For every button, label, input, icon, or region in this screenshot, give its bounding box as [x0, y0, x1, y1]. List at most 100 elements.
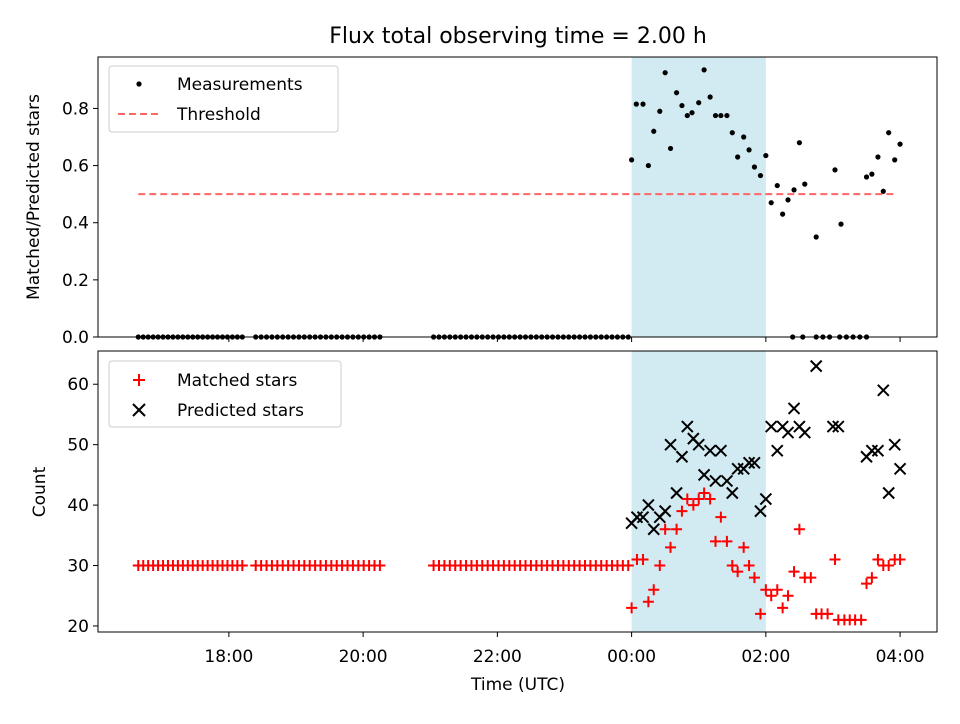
predicted-star-point: [664, 438, 677, 451]
chart-title: Flux total observing time = 2.00 h: [329, 24, 707, 49]
measurement-point: [875, 154, 881, 160]
matched-star-point: [637, 553, 649, 565]
bottom-y-tick-label: 40: [67, 496, 89, 516]
measurement-point: [746, 147, 752, 153]
measurement-point: [651, 128, 657, 134]
predicted-star-point: [714, 444, 728, 457]
matched-star-point: [715, 511, 727, 523]
matched-star-point: [777, 602, 789, 614]
top-highlight-span: [631, 57, 766, 337]
measurement-point: [729, 130, 735, 136]
predicted-star-point: [709, 474, 722, 488]
predicted-star-point: [636, 510, 650, 524]
measurement-point: [813, 234, 819, 240]
x-tick-label: 02:00: [741, 647, 790, 667]
predicted-star-point: [754, 504, 767, 518]
predicted-star-point: [697, 468, 711, 482]
bottom-y-tick-label: 60: [67, 375, 89, 395]
matched-star-point: [822, 608, 834, 620]
predicted-star-point: [765, 420, 778, 433]
matched-star-point: [743, 560, 755, 572]
measurement-point: [718, 112, 724, 119]
matched-star-point: [760, 584, 772, 596]
matched-star-point: [805, 572, 817, 584]
bottom-panel: 20 30 40 50 60 18:00 20:00 22:00 00:00 02:00 04:0…: [30, 350, 938, 695]
measurement-point: [768, 200, 774, 206]
predicted-legend-label: Predicted stars: [177, 401, 304, 421]
predicted-star-point: [742, 456, 756, 470]
predicted-star-point: [871, 444, 885, 457]
measurement-point: [640, 101, 646, 107]
top-legend: Measurements Threshold: [108, 65, 339, 133]
matched-star-point: [710, 535, 722, 547]
matched-star-point: [872, 553, 884, 565]
measurement-point: [701, 67, 707, 73]
measurement-point: [696, 100, 702, 106]
top-panel: 0.00.20.40.60.8 Matched/Predicted stars …: [24, 56, 938, 348]
predicted-star-point: [888, 438, 901, 451]
measurement-point: [886, 130, 892, 136]
measurement-point: [751, 164, 758, 170]
predicted-star-point: [832, 420, 845, 433]
matched-star-point: [654, 560, 666, 572]
x-tick-label: 20:00: [339, 647, 388, 667]
predicted-star-point: [882, 486, 895, 500]
matched-star-point: [704, 493, 716, 505]
top-plot-frame: [97, 56, 938, 338]
measurement-point: [892, 157, 898, 163]
bottom-y-tick-label: 30: [67, 557, 89, 577]
measurement-point: [689, 110, 695, 116]
measurements-legend-label: Measurements: [177, 75, 303, 95]
x-axis-label: Time (UTC): [470, 675, 565, 695]
measurement-point: [869, 171, 875, 177]
matched-star-point: [236, 560, 248, 572]
predicted-star-point: [703, 444, 717, 457]
matched-star-point: [861, 578, 873, 590]
measurement-point: [724, 112, 730, 119]
matched-star-point: [829, 553, 841, 565]
matched-star-point: [642, 596, 654, 608]
predicted-star-point: [692, 438, 705, 451]
measurement-point: [741, 134, 747, 140]
matched-star-point: [782, 590, 794, 602]
measurement-point: [629, 157, 635, 163]
predicted-star-point: [877, 384, 890, 397]
measurement-point: [673, 90, 680, 96]
matched-star-point: [894, 553, 906, 565]
measurement-point: [645, 162, 651, 169]
measurement-point: [897, 141, 903, 147]
matched-star-point: [721, 535, 733, 547]
matched-star-point: [793, 523, 805, 535]
predicted-star-point: [726, 486, 739, 500]
measurement-point: [679, 102, 685, 109]
predicted-star-point: [681, 420, 694, 433]
predicted-star-point: [798, 426, 811, 439]
matched-star-point: [748, 572, 760, 584]
measurement-point: [774, 182, 780, 189]
matched-star-point: [681, 493, 693, 505]
matched-star-point: [659, 523, 671, 535]
measurement-point: [757, 172, 764, 179]
bottom-plot-frame: [97, 350, 938, 633]
measurement-point: [780, 211, 786, 217]
top-y-tick-label: 0.4: [62, 214, 89, 234]
measurement-point: [735, 154, 741, 160]
threshold-legend-label: Threshold: [176, 105, 261, 125]
predicted-star-point: [826, 420, 840, 433]
measurement-point: [662, 70, 668, 76]
measurement-point: [796, 140, 803, 146]
matched-legend-label: Matched stars: [177, 371, 297, 391]
matched-star-point: [726, 560, 738, 572]
predicted-star-point: [781, 426, 795, 439]
matched-legend-marker: [133, 374, 145, 386]
predicted-star-point: [865, 444, 879, 457]
measurement-point: [832, 167, 838, 173]
measurement-point: [763, 152, 769, 159]
predicted-star-point: [670, 486, 683, 500]
bottom-ylabel: Count: [30, 466, 50, 517]
measurement-point: [791, 187, 797, 193]
measurement-point: [880, 188, 886, 194]
bottom-y-tick-label: 50: [67, 436, 89, 456]
matched-star-point: [648, 584, 660, 596]
